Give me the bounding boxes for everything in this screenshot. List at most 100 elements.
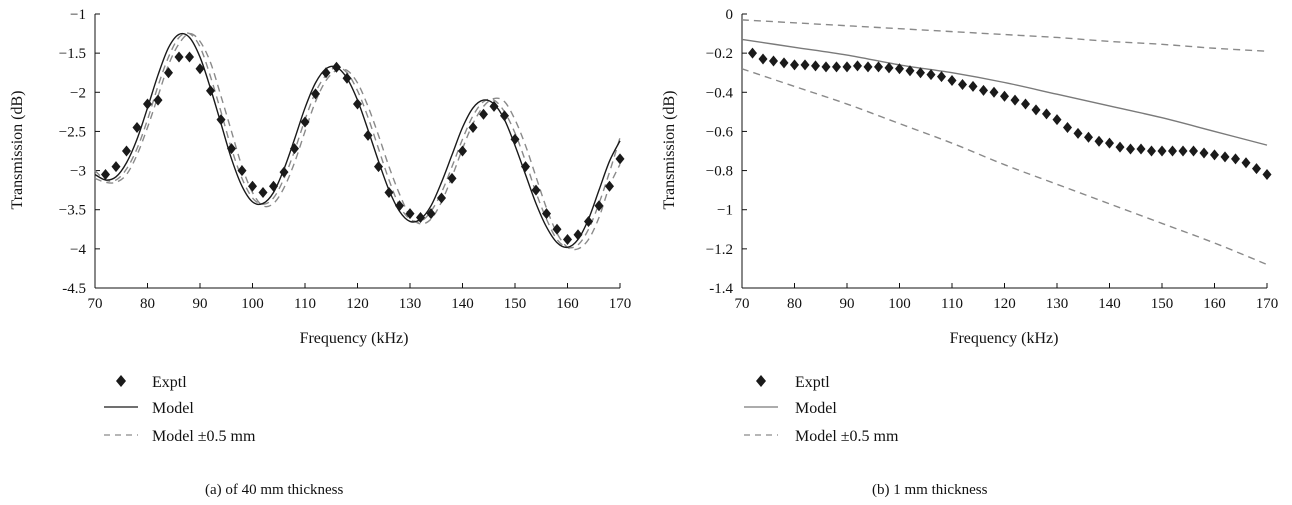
x-tick-label: 140 [1098,296,1121,312]
y-tick-label: −3.5 [59,203,86,219]
legend-item-model-b: Model [744,400,837,417]
data-point-exptl [842,61,852,73]
data-point-exptl [416,212,425,224]
x-tick-label: 70 [88,296,103,312]
data-point-exptl [1073,127,1083,139]
data-point-exptl [1126,143,1135,155]
x-tick-label: 80 [787,296,802,312]
legend-label-exptl-a: Exptl [152,374,187,391]
data-point-exptl [1084,131,1093,143]
data-point-exptl [342,72,352,84]
data-point-exptl [1147,145,1156,157]
legend-item-model-pm-b: Model ±0.5 mm [744,428,899,445]
data-point-exptl [1031,104,1041,116]
data-point-exptl [895,63,904,75]
data-point-exptl [1052,114,1062,126]
data-point-exptl [185,51,194,63]
y-tick-label: −0.2 [706,46,733,62]
data-point-exptl [447,172,457,184]
data-point-exptl [216,114,226,126]
legend-label-exptl-b: Exptl [795,374,830,391]
data-point-exptl [584,215,593,227]
data-point-exptl [248,180,257,192]
y-tick-label: −1.2 [706,242,733,258]
data-point-exptl [1042,108,1051,120]
x-tick-label: 160 [1203,296,1226,312]
legend-item-exptl-a: Exptl [116,374,187,391]
data-point-exptl [426,208,436,220]
data-point-exptl [321,67,331,79]
plot-area-b: 70 80 90 100 110 120 130 140 150 160 170 -1.4 −1.2 −1… [706,7,1278,312]
y-axis-label-a: Transmission (dB) [9,91,26,210]
data-point-exptl [863,61,873,73]
caption-b: (b) 1 mm thickness [872,482,988,498]
x-tick-label: 150 [1151,296,1174,312]
data-point-exptl [195,63,205,75]
x-tick-label: 120 [993,296,1016,312]
data-point-exptl [353,98,362,110]
data-point-exptl [573,229,583,241]
data-point-exptl [874,61,883,73]
data-point-exptl [1105,137,1114,149]
legend-a: Exptl Model Model ±0.5 mm [104,374,256,445]
series-line-model-pm [741,19,1268,52]
data-point-exptl [1063,122,1072,134]
data-point-exptl [531,184,541,196]
data-point-exptl [947,75,957,87]
y-tick-label: -4.5 [62,281,86,297]
series-line-model-pm [94,32,621,249]
data-point-exptl [989,86,999,98]
data-point-exptl [542,208,551,220]
y-tick-label: −1 [70,7,86,23]
data-point-exptl [479,108,488,120]
y-axis-label-b: Transmission (dB) [661,91,678,210]
data-point-exptl [1189,145,1198,157]
data-point-exptl [1252,163,1261,175]
y-tick-label: −3 [70,164,86,180]
data-point-exptl [1094,135,1104,147]
data-point-exptl [489,100,499,112]
data-point-exptl [615,153,625,165]
data-point-exptl [258,186,268,198]
data-point-exptl [916,67,925,79]
x-tick-label: 100 [241,296,264,312]
data-point-exptl [853,60,862,72]
x-tick-label: 100 [888,296,911,312]
data-point-exptl [153,94,163,106]
data-point-exptl [1178,145,1188,157]
legend-label-model-b: Model [795,400,837,417]
data-point-exptl [1115,141,1125,153]
y-tick-label: −4 [70,242,86,258]
data-point-exptl [905,65,915,77]
data-point-exptl [811,60,820,72]
x-tick-label: 110 [941,296,963,312]
data-point-exptl [800,59,810,71]
data-point-exptl [332,61,341,73]
data-point-exptl [563,233,572,245]
data-point-exptl [605,180,614,192]
data-point-exptl [500,110,509,122]
data-point-exptl [111,161,121,173]
chart-panel-b: 70 80 90 100 110 120 130 140 150 160 170 -1.4 −1.2 −1… [661,7,1278,498]
data-point-exptl [979,84,988,96]
x-tick-label: 90 [840,296,855,312]
caption-a: (a) of 40 mm thickness [205,482,343,498]
data-point-exptl [958,78,967,90]
x-tick-label: 170 [609,296,632,312]
data-point-exptl [937,71,946,83]
x-tick-label: 130 [399,296,422,312]
data-point-exptl [101,168,110,180]
data-point-exptl [269,180,278,192]
x-axis-label-a: Frequency (kHz) [300,330,409,347]
data-point-exptl [1010,94,1020,106]
data-point-exptl [790,59,799,71]
x-tick-label: 110 [294,296,316,312]
legend-marker-diamond-icon [116,375,126,387]
data-point-exptl [1021,98,1030,110]
x-tick-label: 160 [556,296,579,312]
x-tick-label: 120 [346,296,369,312]
data-point-exptl [395,200,404,212]
legend-item-model-pm-a: Model ±0.5 mm [104,428,256,445]
data-point-exptl [384,186,394,198]
